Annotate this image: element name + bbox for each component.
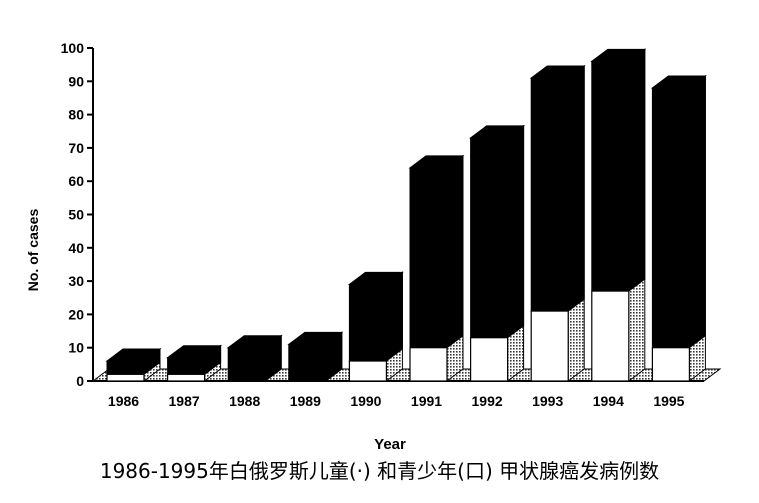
x-tick-label: 1990 <box>350 393 381 409</box>
bar-segment-upper <box>470 137 509 339</box>
bar-group <box>105 348 162 382</box>
bar-segment-upper <box>227 347 266 382</box>
y-tick-label: 0 <box>76 373 84 389</box>
bar-segment-lower <box>470 337 509 382</box>
bar-side-upper <box>628 48 646 293</box>
bar-segment-lower <box>106 373 145 382</box>
y-axis: 0 10 20 30 40 50 60 70 80 90 100 <box>61 40 94 389</box>
bar-group <box>408 154 465 382</box>
bar-group <box>469 124 526 383</box>
x-tick-label: 1994 <box>593 393 624 409</box>
bar-segment-upper <box>409 167 448 349</box>
x-tick-label: 1995 <box>653 393 684 409</box>
x-tick-label: 1991 <box>411 393 442 409</box>
bar-segment-upper <box>167 357 206 375</box>
y-tick-label: 20 <box>68 306 84 322</box>
chart-caption: 1986-1995年白俄罗斯儿童(·) 和青少年(口) 甲状腺癌发病例数 <box>99 459 660 483</box>
y-tick-label: 10 <box>68 340 84 356</box>
bar-segment-lower <box>409 347 448 382</box>
bar-segment-upper <box>530 77 569 312</box>
y-tick-label: 30 <box>68 273 84 289</box>
bar-segment-upper <box>651 87 690 349</box>
bar-side-upper <box>385 271 403 363</box>
y-tick-label: 70 <box>68 140 84 156</box>
x-axis-label: Year <box>374 436 406 453</box>
bar-segment-lower <box>167 373 206 382</box>
bar-side-upper <box>446 154 464 349</box>
bar-side-upper <box>507 124 525 339</box>
x-tick-label: 1992 <box>472 393 503 409</box>
y-tick-label: 90 <box>68 73 84 89</box>
bar-segment-lower <box>530 310 569 382</box>
y-axis-label: No. of cases <box>25 209 41 292</box>
bar-group <box>166 344 223 382</box>
bar-group <box>226 334 283 382</box>
y-tick-label: 60 <box>68 173 84 189</box>
bar-group <box>287 331 344 382</box>
bar-segment-lower <box>348 360 387 382</box>
bar-segment-upper <box>288 343 327 382</box>
y-tick-label: 40 <box>68 240 84 256</box>
x-axis-ticks: 1986 1987 1988 1989 1990 1991 1992 1993 1994 1995 <box>108 393 685 409</box>
bar-segment-upper <box>591 60 630 292</box>
x-tick-label: 1988 <box>229 393 260 409</box>
x-tick-label: 1989 <box>290 393 321 409</box>
bar-segment-lower <box>651 347 691 382</box>
y-tick-label: 100 <box>61 40 85 56</box>
bar-side-upper <box>567 64 585 313</box>
bar-group <box>529 64 586 382</box>
x-tick-label: 1993 <box>532 393 563 409</box>
bar-segment-upper <box>348 283 387 362</box>
bar-group <box>347 271 404 382</box>
bar-side-upper <box>688 74 706 349</box>
bar-segment-upper <box>106 360 145 375</box>
bar-segment-lower <box>591 290 630 382</box>
bar-group <box>590 48 647 382</box>
y-tick-label: 50 <box>68 207 84 223</box>
bar-group <box>650 74 707 382</box>
y-tick-label: 80 <box>68 107 84 123</box>
x-tick-label: 1987 <box>169 393 200 409</box>
bars <box>105 48 707 383</box>
x-tick-label: 1986 <box>108 393 139 409</box>
